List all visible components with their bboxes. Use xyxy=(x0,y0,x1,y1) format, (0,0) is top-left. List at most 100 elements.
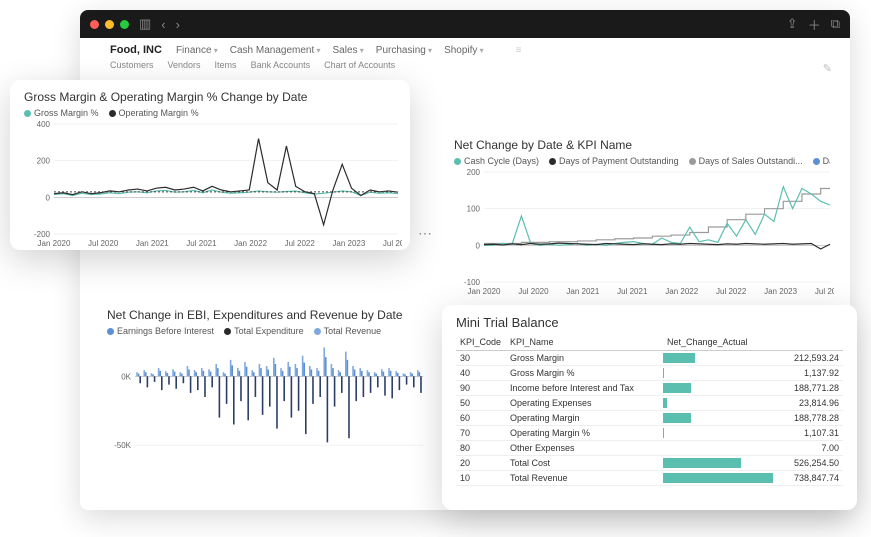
legend-item: Days of Payment Outstanding xyxy=(549,156,679,166)
edit-icon[interactable]: ✎ xyxy=(823,62,832,75)
nav-shopify[interactable]: Shopify xyxy=(444,45,484,56)
svg-text:-200: -200 xyxy=(34,230,51,239)
app-nav: Food, INC FinanceCash ManagementSalesPur… xyxy=(80,38,850,58)
legend-dot xyxy=(24,110,31,117)
legend-item: Cash Cycle (Days) xyxy=(454,156,539,166)
cell-bar xyxy=(663,366,773,381)
bar-fill xyxy=(663,398,667,408)
subnav-bank-accounts[interactable]: Bank Accounts xyxy=(251,60,311,70)
svg-text:Jul 2020: Jul 2020 xyxy=(518,287,549,296)
table-row[interactable]: 70Operating Margin %1,107.31 xyxy=(456,426,843,441)
nav-finance[interactable]: Finance xyxy=(176,45,218,56)
sidebar-icon[interactable]: ▥ xyxy=(139,16,151,32)
cell-value: 526,254.50 xyxy=(773,456,843,471)
chart2-svg: 2001000-100Jan 2020Jul 2020Jan 2021Jul 2… xyxy=(454,168,834,296)
table-row[interactable]: 90Income before Interest and Tax188,771.… xyxy=(456,381,843,396)
gross-margin-card: Gross Margin & Operating Margin % Change… xyxy=(10,80,410,250)
legend-dot xyxy=(314,328,321,335)
cell-bar xyxy=(663,381,773,396)
subnav-vendors[interactable]: Vendors xyxy=(168,60,201,70)
legend-item: Total Revenue xyxy=(314,326,382,336)
cell-value: 1,137.92 xyxy=(773,366,843,381)
trial-title: Mini Trial Balance xyxy=(456,315,843,330)
nav-more-icon[interactable]: ≡ xyxy=(516,45,522,56)
cell-name: Operating Expenses xyxy=(506,396,663,411)
chart1-svg: 4002000-200Jan 2020Jul 2020Jan 2021Jul 2… xyxy=(24,120,402,248)
bar-fill xyxy=(663,473,773,483)
cell-value: 188,778.28 xyxy=(773,411,843,426)
cell-code: 60 xyxy=(456,411,506,426)
table-row[interactable]: 10Total Revenue738,847.74 xyxy=(456,471,843,486)
subnav-items[interactable]: Items xyxy=(215,60,237,70)
add-icon[interactable]: ＋ xyxy=(808,15,821,34)
svg-text:0: 0 xyxy=(476,241,481,250)
table-row[interactable]: 60Operating Margin188,778.28 xyxy=(456,411,843,426)
chart2-legend: Cash Cycle (Days) Days of Payment Outstan… xyxy=(454,156,830,166)
svg-text:Jul 2022: Jul 2022 xyxy=(716,287,747,296)
cell-bar xyxy=(663,441,773,456)
svg-text:Jul 2023: Jul 2023 xyxy=(815,287,834,296)
bar-fill xyxy=(663,383,691,393)
legend-dot xyxy=(454,158,461,165)
forward-icon[interactable]: › xyxy=(176,17,180,32)
cell-value: 23,814.96 xyxy=(773,396,843,411)
table-row[interactable]: 20Total Cost526,254.50 xyxy=(456,456,843,471)
subnav-customers[interactable]: Customers xyxy=(110,60,154,70)
cell-code: 80 xyxy=(456,441,506,456)
net-change-panel: Net Change by Date & KPI Name Cash Cycle… xyxy=(442,130,842,295)
cell-value: 188,771.28 xyxy=(773,381,843,396)
legend-dot xyxy=(549,158,556,165)
svg-text:Jul 2021: Jul 2021 xyxy=(186,239,217,248)
nav-cash-management[interactable]: Cash Management xyxy=(230,45,321,56)
cell-name: Total Cost xyxy=(506,456,663,471)
legend-item: Total Expenditure xyxy=(224,326,304,336)
maximize-dot[interactable] xyxy=(120,20,129,29)
svg-text:Jan 2020: Jan 2020 xyxy=(38,239,71,248)
bar-fill xyxy=(663,458,741,468)
close-dot[interactable] xyxy=(90,20,99,29)
legend-label: Gross Margin % xyxy=(34,108,99,118)
svg-text:-50K: -50K xyxy=(114,441,132,450)
table-row[interactable]: 30Gross Margin212,593.24 xyxy=(456,351,843,366)
cell-name: Other Expenses xyxy=(506,441,663,456)
cell-name: Total Revenue xyxy=(506,471,663,486)
svg-text:Jan 2020: Jan 2020 xyxy=(468,287,501,296)
nav-sales[interactable]: Sales xyxy=(333,45,364,56)
divider-dots: ⋯ xyxy=(418,225,434,242)
table-row[interactable]: 80Other Expenses 7.00 xyxy=(456,441,843,456)
trial-balance-card: Mini Trial Balance KPI_CodeKPI_NameNet_C… xyxy=(442,305,857,510)
svg-text:-100: -100 xyxy=(464,278,481,287)
cell-value: 7.00 xyxy=(773,441,843,456)
col-kpi_code[interactable]: KPI_Code xyxy=(456,334,506,351)
cell-bar xyxy=(663,396,773,411)
subnav-chart-of-accounts[interactable]: Chart of Accounts xyxy=(324,60,395,70)
legend-label: Operating Margin % xyxy=(119,108,199,118)
legend-label: Days of Payment Outstanding xyxy=(559,156,679,166)
minimize-dot[interactable] xyxy=(105,20,114,29)
col-net_change_actual[interactable]: Net_Change_Actual xyxy=(663,334,843,351)
share-icon[interactable]: ⇪ xyxy=(787,16,798,32)
svg-text:Jan 2023: Jan 2023 xyxy=(332,239,365,248)
svg-text:0: 0 xyxy=(46,193,51,202)
cell-name: Income before Interest and Tax xyxy=(506,381,663,396)
cell-code: 10 xyxy=(456,471,506,486)
col-kpi_name[interactable]: KPI_Name xyxy=(506,334,663,351)
svg-text:Jul 2023: Jul 2023 xyxy=(383,239,402,248)
tabs-icon[interactable]: ⧉ xyxy=(831,16,840,32)
back-icon[interactable]: ‹ xyxy=(161,17,165,32)
cell-bar xyxy=(663,411,773,426)
nav-purchasing[interactable]: Purchasing xyxy=(376,45,432,56)
legend-label: Earnings Before Interest xyxy=(117,326,214,336)
ebi-panel: Net Change in EBI, Expenditures and Reve… xyxy=(95,300,437,460)
cell-value: 1,107.31 xyxy=(773,426,843,441)
chart2-title: Net Change by Date & KPI Name xyxy=(454,138,830,152)
chart3-legend: Earnings Before Interest Total Expenditur… xyxy=(107,326,425,336)
legend-item: Days of Sales Outstandi... xyxy=(689,156,803,166)
table-row[interactable]: 40Gross Margin %1,137.92 xyxy=(456,366,843,381)
cell-code: 70 xyxy=(456,426,506,441)
legend-label: Total Revenue xyxy=(324,326,382,336)
cell-code: 50 xyxy=(456,396,506,411)
svg-text:400: 400 xyxy=(37,120,51,129)
table-row[interactable]: 50Operating Expenses 23,814.96 xyxy=(456,396,843,411)
chart1-legend: Gross Margin % Operating Margin % xyxy=(24,108,396,118)
